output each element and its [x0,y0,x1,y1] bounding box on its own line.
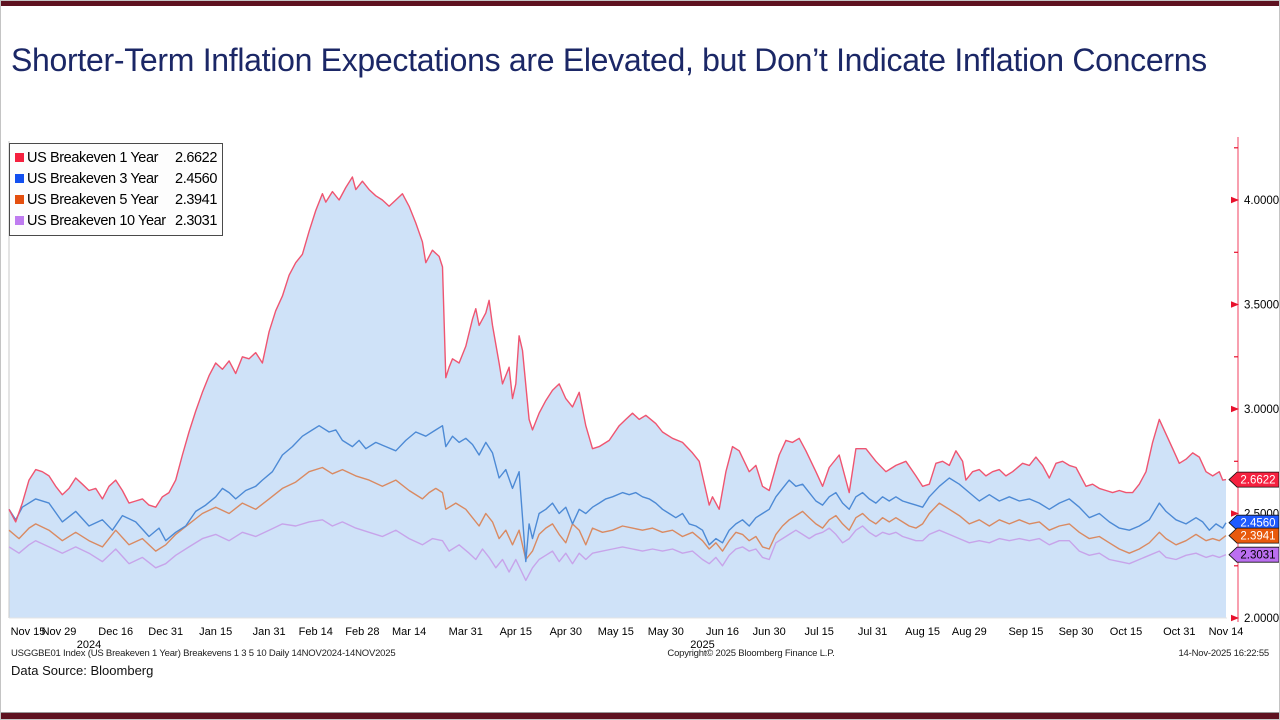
x-axis-tick-label: May 30 [648,626,684,638]
legend-series-value: 2.3941 [175,191,217,208]
page-title: Shorter-Term Inflation Expectations are … [11,42,1207,78]
x-axis-tick-label: Oct 31 [1163,626,1195,638]
x-axis-tick-label: Aug 29 [952,626,987,638]
legend-series-value: 2.4560 [175,170,217,187]
series-line-10y [8,519,1227,582]
legend-series-value: 2.6622 [175,149,217,166]
x-axis-tick-label: Sep 15 [1008,626,1043,638]
x-axis-tick-label: Oct 15 [1110,626,1142,638]
series-line-5y [8,466,1227,561]
y-axis-tick-arrow [1231,301,1239,308]
legend-series-value: 2.3031 [175,212,217,229]
y-axis-tick-label: 2.0000 [1244,613,1279,625]
x-axis-tick-label: Jun 16 [706,626,739,638]
y-axis-tick-arrow [1231,614,1239,622]
x-axis-tick-label: Mar 14 [392,626,426,638]
legend-series-name: US Breakeven 5 Year [27,191,159,208]
y-axis-tick-arrow [1231,405,1239,413]
y-axis-tick-arrow [1231,510,1239,517]
legend-item-10y[interactable]: US Breakeven 10 Year 2.3031 [15,210,217,231]
x-axis-tick-label: Apr 15 [500,626,532,638]
last-value-badge-text-10y: 2.3031 [1240,550,1275,562]
x-axis-tick-label: Nov 29 [42,626,77,638]
chart-footer-copyright: Copyright© 2025 Bloomberg Finance L.P. [667,648,835,659]
area-fill-1y [9,177,1226,618]
series-line-3y [8,425,1227,563]
top-accent-bar [1,1,1279,6]
y-axis-tick-label: 3.0000 [1244,404,1279,416]
last-value-badge-1y [1228,471,1279,488]
legend-swatch-10y [15,216,24,225]
last-value-badge-text-5y: 2.3941 [1240,531,1275,543]
legend-swatch-3y [15,174,24,183]
x-axis-year-label: 2024 [77,639,101,651]
last-value-badge-text-1y: 2.6622 [1240,475,1275,487]
legend-swatch-1y [15,153,24,162]
x-axis-tick-label: Dec 16 [98,626,133,638]
x-axis-tick-label: Feb 14 [299,626,333,638]
legend-item-5y[interactable]: US Breakeven 5 Year 2.3941 [15,189,217,210]
y-axis-tick-label: 4.0000 [1244,195,1279,207]
legend-swatch-5y [15,195,24,204]
legend-series-name: US Breakeven 3 Year [27,170,159,187]
x-axis-tick-label: Sep 30 [1059,626,1094,638]
legend-item-1y[interactable]: US Breakeven 1 Year 2.6622 [15,147,217,168]
data-source-label: Data Source: Bloomberg [11,663,154,678]
chart-legend: US Breakeven 1 Year 2.6622 US Breakeven 3 … [9,143,223,236]
x-axis-tick-label: May 15 [598,626,634,638]
legend-series-name: US Breakeven 10 Year [27,212,166,229]
bottom-accent-bar [1,712,1279,719]
series-line-1y [8,176,1227,523]
last-value-badge-5y [1228,527,1279,544]
x-axis-tick-label: Jul 31 [858,626,887,638]
x-axis-tick-label: Nov 15 [11,626,46,638]
chart-footer-timestamp: 14-Nov-2025 16:22:55 [1178,648,1269,659]
legend-item-3y[interactable]: US Breakeven 3 Year 2.4560 [15,168,217,189]
y-axis-tick-arrow [1231,196,1239,204]
x-axis-tick-label: Dec 31 [148,626,183,638]
x-axis-tick-label: Nov 14 [1209,626,1244,638]
x-axis-tick-label: Feb 28 [345,626,379,638]
x-axis-tick-label: Apr 30 [550,626,582,638]
x-axis-year-label: 2025 [690,639,714,651]
legend-series-name: US Breakeven 1 Year [27,149,159,166]
y-axis-tick-label: 3.5000 [1244,300,1279,312]
x-axis-tick-label: Jul 15 [805,626,834,638]
x-axis-tick-label: Mar 31 [449,626,483,638]
chart-footer: USGGBE01 Index (US Breakeven 1 Year) Bre… [1,647,1279,661]
last-value-badge-10y [1228,546,1279,563]
chart-footer-ticker: USGGBE01 Index (US Breakeven 1 Year) Bre… [11,648,396,659]
breakeven-chart: 4.0000 3.5000 3.0000 2.5000 2.0000 Nov 15 Nov … [1,131,1279,651]
x-axis-tick-label: Aug 15 [905,626,940,638]
x-axis-tick-label: Jun 30 [753,626,786,638]
x-axis-tick-label: Jan 15 [199,626,232,638]
last-value-badge-text-3y: 2.4560 [1240,518,1275,530]
x-axis-tick-label: Jan 31 [253,626,286,638]
